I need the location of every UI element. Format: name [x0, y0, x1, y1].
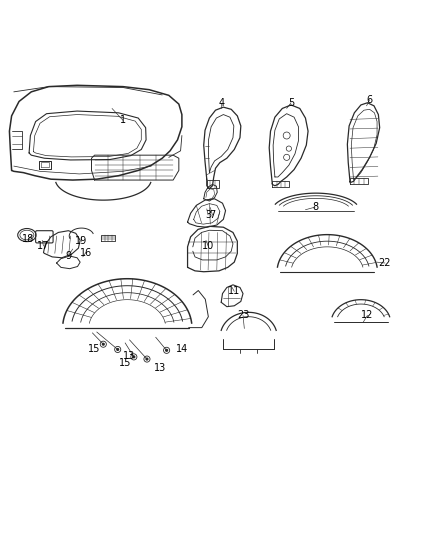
Text: 7: 7 — [209, 210, 215, 220]
Text: 9: 9 — [65, 251, 71, 261]
Text: 15: 15 — [88, 344, 101, 354]
Circle shape — [133, 356, 135, 358]
Circle shape — [102, 343, 104, 345]
Text: 23: 23 — [237, 310, 249, 320]
Text: 22: 22 — [379, 258, 391, 268]
Text: 13: 13 — [154, 363, 166, 373]
Text: 16: 16 — [80, 247, 92, 257]
Text: 6: 6 — [367, 95, 373, 104]
Text: 3: 3 — [205, 210, 211, 220]
Text: 13: 13 — [124, 351, 136, 361]
Text: 15: 15 — [119, 358, 131, 368]
Text: 11: 11 — [228, 286, 240, 296]
Text: 14: 14 — [176, 344, 188, 354]
Text: 12: 12 — [361, 310, 374, 320]
Text: 10: 10 — [202, 240, 214, 251]
Text: 1: 1 — [120, 115, 126, 125]
Circle shape — [166, 350, 167, 351]
Circle shape — [117, 349, 119, 350]
Text: 17: 17 — [37, 241, 49, 251]
Circle shape — [146, 358, 148, 360]
Text: 8: 8 — [312, 202, 318, 212]
Text: 4: 4 — [218, 98, 224, 108]
Text: 5: 5 — [288, 98, 294, 108]
Text: 18: 18 — [22, 235, 34, 245]
Text: 19: 19 — [75, 236, 88, 246]
